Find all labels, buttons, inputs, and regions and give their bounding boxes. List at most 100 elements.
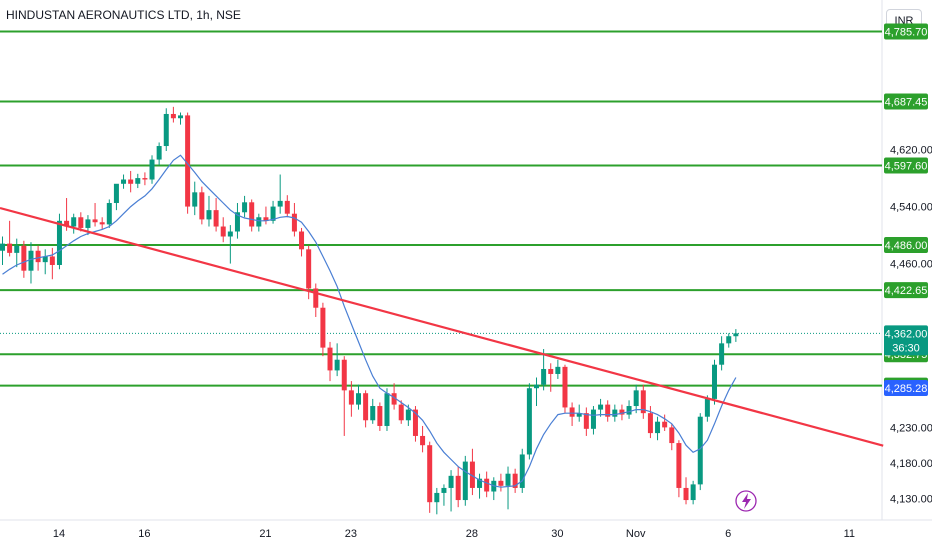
candle-body [519, 454, 525, 488]
candle-body [690, 484, 696, 501]
candle-body [420, 435, 426, 446]
candle-body [697, 416, 703, 485]
x-tick-label: 23 [345, 528, 357, 540]
y-tick-label: 4,130.00 [890, 494, 932, 506]
candle-body [92, 219, 98, 223]
candle-body [35, 250, 41, 263]
candle-body [469, 461, 475, 488]
candle-body [128, 179, 134, 184]
level-tag-bg [884, 282, 928, 299]
x-tick-label: Nov [626, 528, 646, 540]
candle-body [121, 179, 127, 184]
candles [0, 106, 739, 515]
candle-body [327, 347, 333, 371]
candle-body [434, 492, 440, 503]
candle-body [391, 393, 397, 405]
candle-body [505, 473, 511, 486]
candle-body [106, 203, 112, 225]
candle-body [512, 473, 518, 488]
candle-body [562, 366, 568, 408]
candle-body [42, 256, 48, 263]
candle-body [477, 478, 483, 488]
candle-body [405, 409, 411, 421]
candle-body [427, 445, 433, 503]
candle-body [14, 245, 20, 253]
trendline[interactable] [0, 206, 884, 447]
time-axis[interactable]: 14 16 21 23 28 30 Nov 6 11 [53, 528, 855, 540]
ma-line [2, 154, 737, 488]
candle-body [712, 364, 717, 399]
candle-body [227, 231, 233, 237]
last-price-tag-bg [884, 325, 928, 356]
candle-body [28, 250, 34, 271]
candle-body [156, 146, 162, 160]
candle-body [249, 202, 255, 227]
y-tick-label: 4,620.00 [890, 145, 932, 157]
candle-body [726, 336, 732, 344]
candle-body [598, 404, 604, 410]
candle-body [178, 115, 183, 119]
x-tick-label: 28 [466, 528, 478, 540]
candle-body [78, 217, 84, 228]
candle-body [498, 480, 504, 486]
candle-body [284, 200, 290, 214]
candle-body [356, 393, 361, 405]
candle-body [647, 413, 653, 434]
price-axis[interactable]: 4,130.00 4,180.00 4,230.00 4,460.00 4,540.00… [890, 145, 932, 506]
candle-body [135, 178, 141, 184]
candle-body [49, 256, 55, 265]
candle-body [348, 390, 354, 405]
candle-body [192, 192, 198, 207]
candle-body [719, 343, 725, 365]
candle-body [341, 359, 347, 391]
last-price-countdown: 36:30 [892, 342, 920, 354]
last-price-tag-text: 4,362.00 [885, 328, 928, 340]
candle-body [676, 443, 682, 488]
candle-body [185, 115, 191, 207]
candle-body [21, 245, 27, 271]
candle-body [412, 409, 418, 436]
moving-average [2, 154, 737, 488]
candle-body [626, 406, 632, 415]
level-tag-bg [884, 23, 928, 40]
candle-body [256, 217, 262, 227]
candle-body [398, 404, 404, 421]
x-tick-label: 16 [138, 528, 150, 540]
candle-body [0, 243, 5, 251]
candle-body [526, 388, 532, 455]
candle-body [99, 222, 105, 225]
candle-body [199, 192, 205, 220]
candle-body [590, 409, 596, 429]
level-tag-bg [884, 93, 928, 110]
candle-body [534, 384, 539, 389]
level-tag-bg [884, 237, 928, 254]
candle-body [569, 407, 575, 417]
candle-body [113, 183, 119, 204]
candle-body [605, 404, 611, 417]
flash-icon[interactable] [735, 490, 757, 512]
price-tags: 4,785.70 4,687.45 4,597.60 4,486.00 4,422.65… [884, 23, 928, 397]
level-tag-text: 4,597.60 [885, 161, 928, 173]
candle-body [455, 475, 461, 501]
candle-body [320, 307, 326, 348]
candle-body [683, 487, 689, 501]
candle-body [576, 413, 582, 417]
x-tick-label: 6 [725, 528, 731, 540]
x-tick-label: 14 [53, 528, 65, 540]
candle-body [263, 217, 269, 221]
candle-body [633, 390, 639, 407]
candle-body [370, 406, 376, 421]
candle-body [71, 217, 77, 227]
candle-body [142, 178, 148, 180]
candle-body [64, 220, 70, 227]
candle-body [619, 409, 625, 415]
x-tick-label: 11 [844, 528, 855, 540]
candle-body [170, 113, 176, 119]
candle-body [662, 421, 668, 428]
candle-body [234, 212, 240, 232]
candle-body [313, 288, 319, 308]
candle-body [655, 421, 661, 434]
trendline-line[interactable] [0, 206, 884, 447]
candle-body [733, 333, 739, 337]
